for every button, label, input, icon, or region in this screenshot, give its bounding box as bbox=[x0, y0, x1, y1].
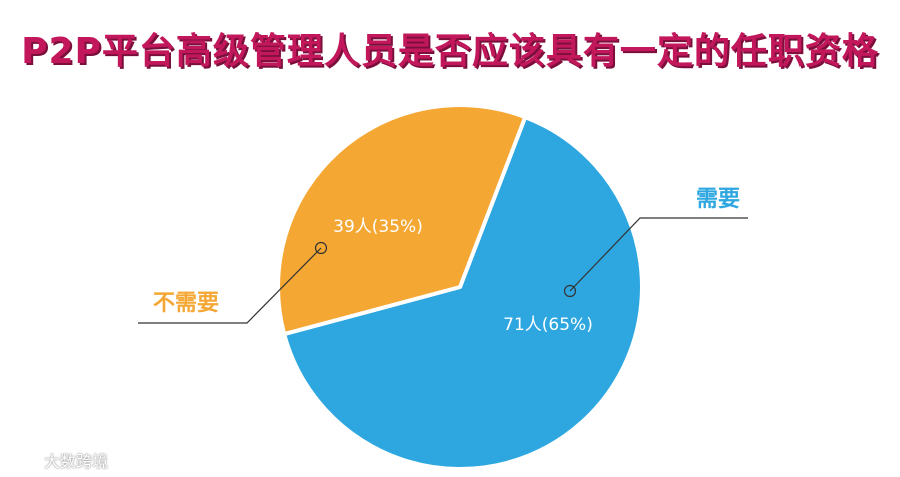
slice-value-label-1: 39人(35%) bbox=[333, 217, 423, 237]
pie-slice-1 bbox=[276, 103, 528, 337]
pie-labels: 71人(65%) 需要 39人(35%) 不需要 bbox=[153, 187, 740, 335]
leader-line-0 bbox=[569, 217, 748, 292]
slice-category-label-1: 不需要 bbox=[153, 291, 219, 316]
watermark-text: 大数跨境 bbox=[44, 452, 109, 471]
pie-slices bbox=[276, 103, 644, 471]
leader-lines bbox=[138, 217, 748, 324]
slice-category-label-0: 需要 bbox=[696, 187, 740, 212]
leader-dot-0 bbox=[563, 284, 577, 298]
pie-slice-0 bbox=[282, 115, 644, 471]
chart-title: P2P平台高级管理人员是否应该具有一定的任职资格 bbox=[21, 31, 879, 72]
watermark-logo-icon bbox=[13, 451, 36, 469]
slice-value-label-0: 71人(65%) bbox=[503, 315, 593, 335]
leader-dot-1 bbox=[314, 241, 328, 255]
leader-line-1 bbox=[138, 247, 322, 324]
watermark: 大数跨境 bbox=[12, 448, 108, 472]
